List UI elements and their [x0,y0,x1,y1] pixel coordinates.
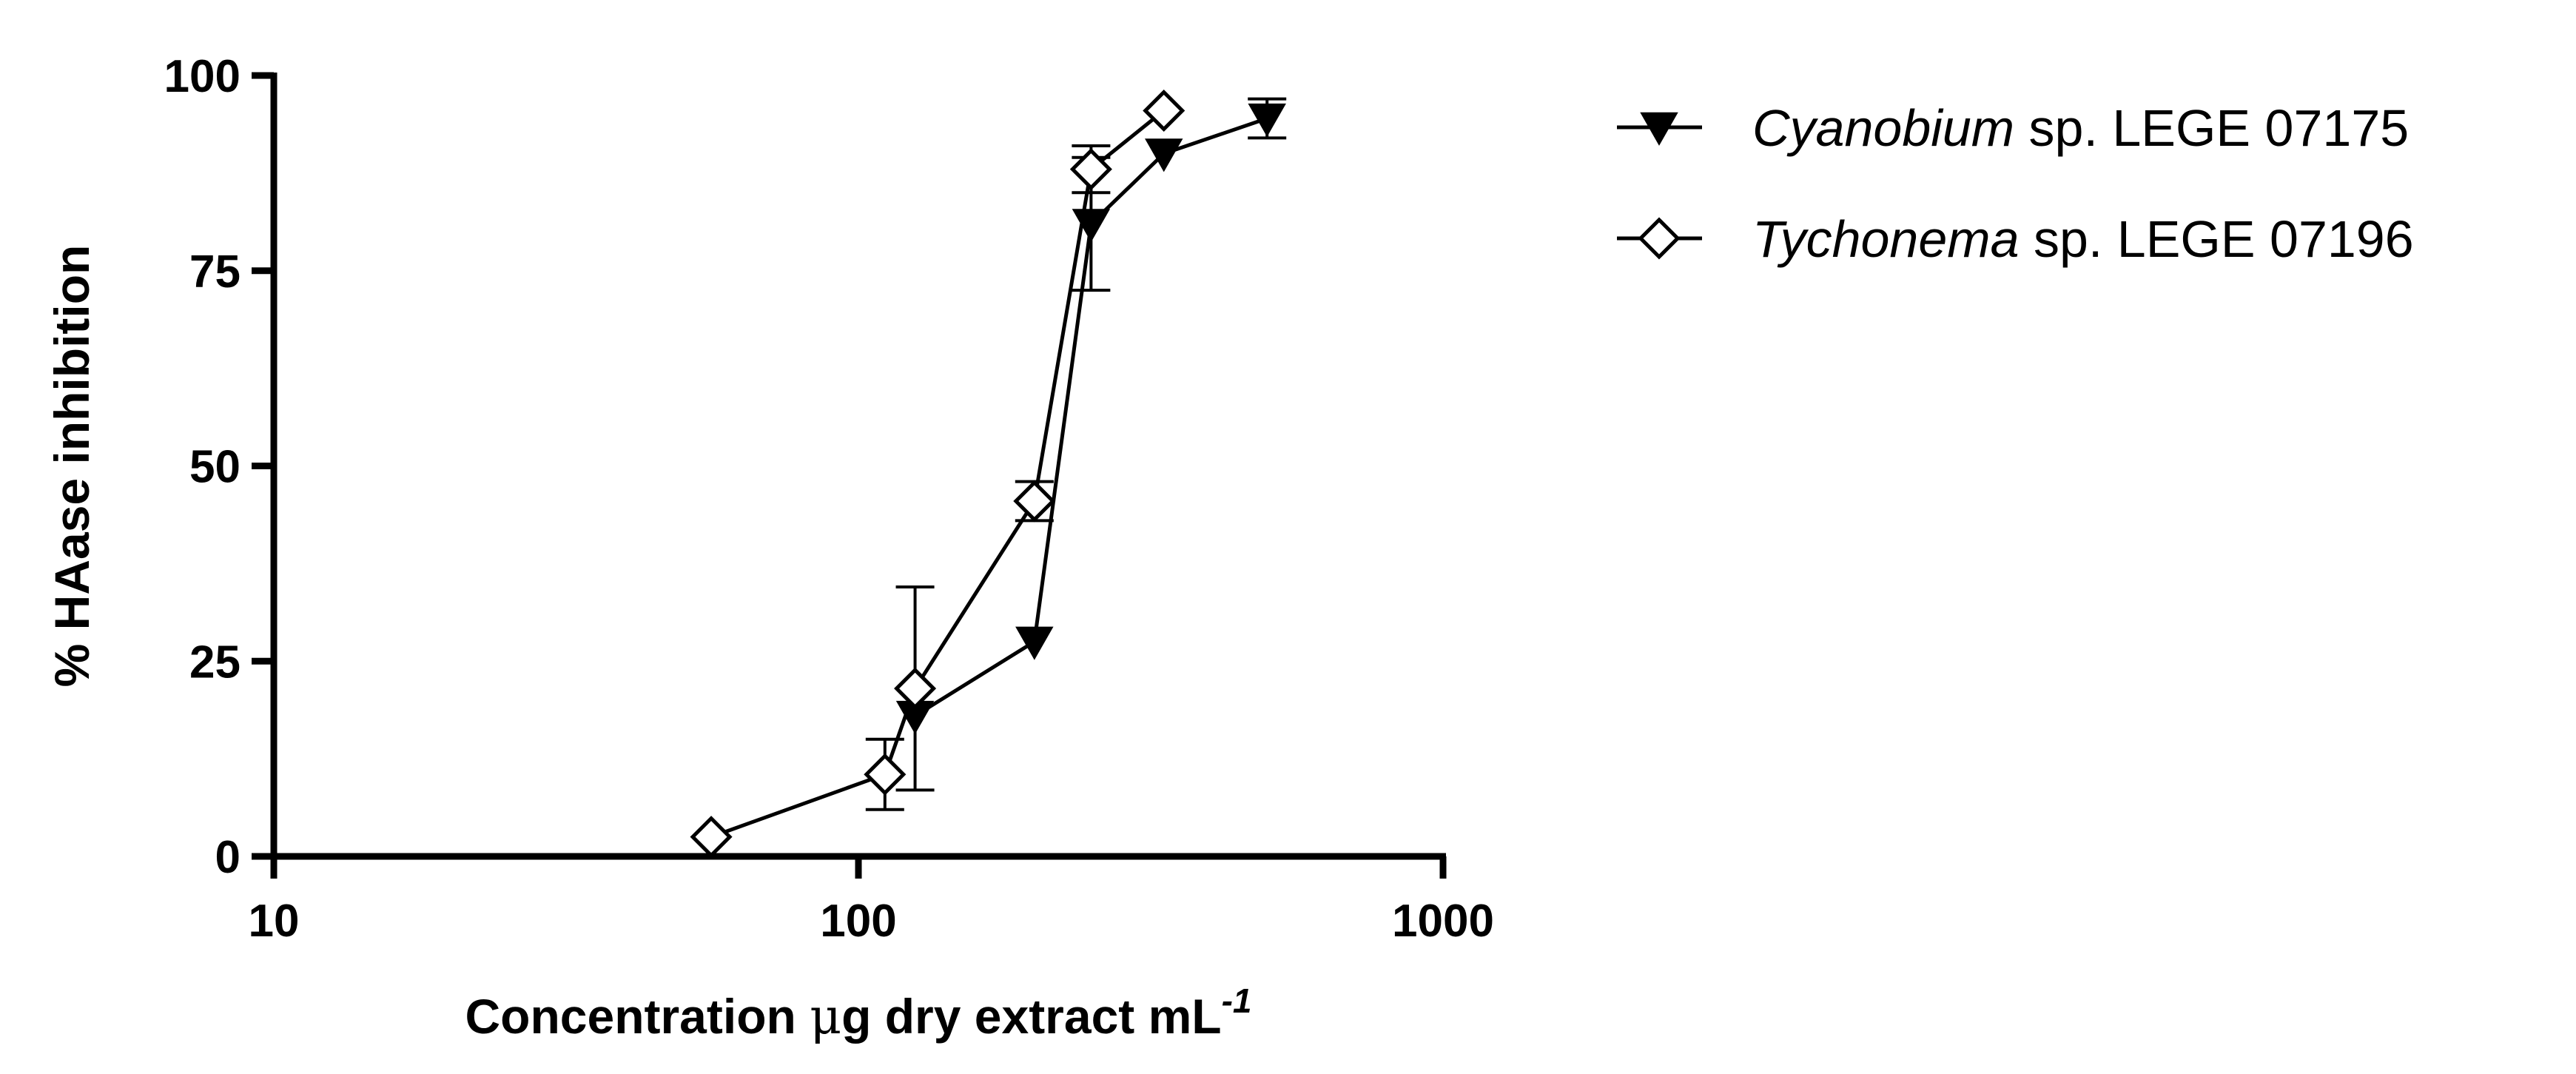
legend: Cyanobium sp. LEGE 07175 Tychonema sp. LE… [1617,99,2414,268]
y-tick-label: 50 [189,442,241,493]
x-axis-title: Concentration μg dry extract mL-1 [465,981,1252,1045]
legend-label: Cyanobium sp. LEGE 07175 [1752,99,2409,157]
x-tick-label: 100 [820,896,896,947]
data-point [864,753,907,796]
plot-area [690,89,1287,859]
series-line [710,109,1166,839]
y-axis-title: % HAase inhibition [44,245,99,688]
y-tick-label: 0 [215,832,241,883]
data-point [690,816,733,859]
y-tick-label: 25 [189,637,241,688]
data-point [1145,138,1183,172]
axes: 0 25 50 75 100 10 100 1000 % HAase inhibition Con… [44,51,1494,1045]
data-point [1015,626,1054,660]
legend-entry-2: Tychonema sp. LEGE 07196 [1617,210,2414,268]
x-tick-label: 10 [249,896,300,947]
series-1 [895,97,1287,734]
legend-marker [1640,112,1678,146]
series-2 [690,89,1186,859]
data-point [1013,480,1056,523]
legend-label: Tychonema sp. LEGE 07196 [1752,210,2414,268]
data-point [894,667,937,710]
y-tick-label: 100 [164,51,241,102]
legend-entry-1: Cyanobium sp. LEGE 07175 [1617,99,2409,157]
x-tick-label: 1000 [1392,896,1494,947]
data-point [1248,103,1286,137]
data-point [1143,89,1186,132]
data-point [1069,148,1112,191]
y-tick-label: 75 [189,246,241,298]
legend-marker [1638,217,1681,260]
